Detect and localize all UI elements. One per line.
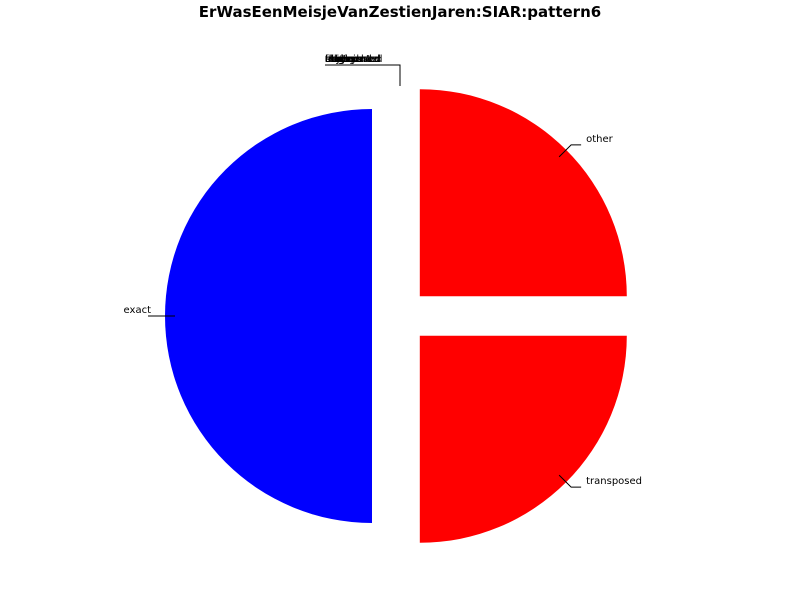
leader-line-other [558, 144, 582, 158]
slice-label-zero-diminished: diminished [325, 54, 380, 65]
slice-label-transposed: transposed [586, 476, 642, 487]
slice-label-zero-fragment: fragment [325, 54, 371, 65]
slice-label-other: other [586, 134, 614, 145]
slice-label-exact: exact [124, 305, 152, 316]
pie-slice-transposed [419, 335, 627, 543]
slices-layer [165, 89, 627, 543]
slice-label-zero-inverse: inverse [325, 54, 362, 65]
slice-label-zero-transposed: transposed [325, 54, 381, 65]
slice-label-zero-contour: contour [325, 54, 364, 65]
slice-label-zero-retrograde: retrograde [325, 54, 378, 65]
leader-line-zero-slices [325, 64, 401, 86]
slice-label-zero-rhythm: rhythm [325, 54, 361, 65]
labels-layer: othertransposedexacttransposedotherinver… [124, 54, 642, 488]
slice-label-zero-all: all [325, 54, 337, 65]
slice-label-zero-augmented: augmented [325, 54, 382, 65]
pie-slice-exact [165, 109, 372, 523]
leader-line-transposed [558, 474, 582, 488]
slice-label-zero-other: other [325, 54, 353, 65]
pie-slice-other [419, 89, 627, 297]
slice-label-zero-shifted: shifted [325, 54, 359, 65]
chart-title: ErWasEenMeisjeVanZestienJaren:SIAR:patte… [198, 3, 602, 21]
